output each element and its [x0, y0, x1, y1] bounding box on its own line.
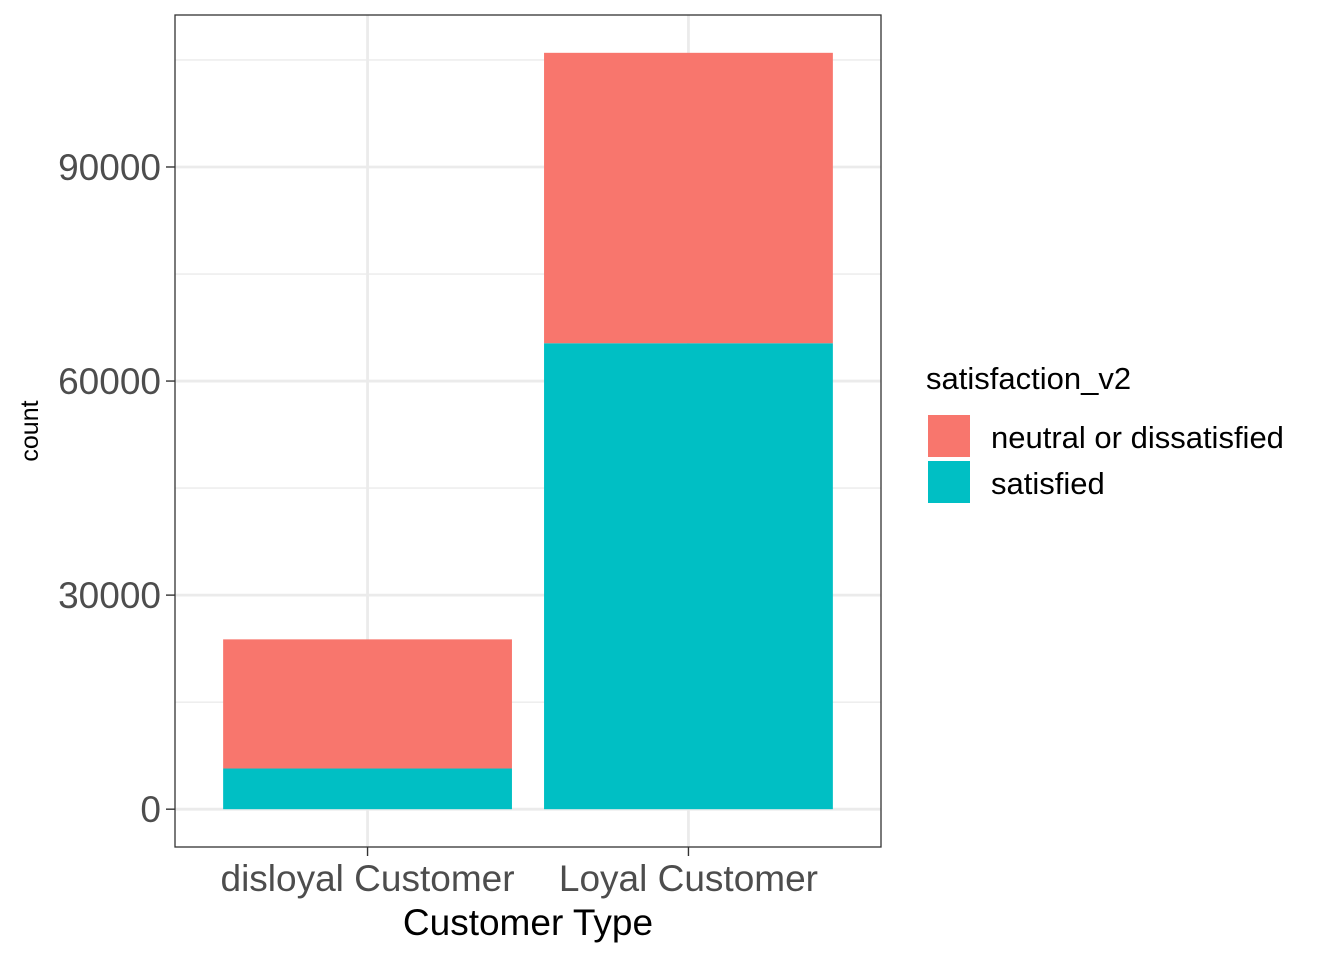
- bar-neutral-or-dissatisfied-2: [544, 52, 833, 344]
- legend-key-neutral-or-dissatisfied: [928, 415, 970, 457]
- y-tick-label: 30000: [58, 575, 161, 616]
- x-tick-label: disloyal Customer: [221, 858, 515, 899]
- x-tick-label: Loyal Customer: [559, 858, 818, 899]
- legend-label: satisfied: [991, 466, 1105, 501]
- legend-key-satisfied: [928, 461, 970, 503]
- x-axis-title: Customer Type: [403, 902, 653, 943]
- y-tick-label: 60000: [58, 361, 161, 402]
- bars: [223, 52, 833, 810]
- x-axis: disloyal Customer Loyal Customer: [221, 847, 818, 899]
- y-axis: 0 30000 60000 90000: [58, 147, 175, 830]
- bar-satisfied-2: [544, 343, 833, 810]
- y-tick-label: 90000: [58, 147, 161, 188]
- y-axis-title: count: [16, 400, 44, 461]
- legend-title: satisfaction_v2: [926, 361, 1131, 396]
- plot-panel-border: [174, 14, 882, 848]
- bar-neutral-or-dissatisfied-1: [223, 639, 512, 769]
- y-tick-label: 0: [140, 789, 161, 830]
- legend-label: neutral or dissatisfied: [991, 420, 1284, 455]
- legend: satisfaction_v2 neutral or dissatisfied s…: [926, 361, 1284, 503]
- bar-satisfied-1: [223, 768, 512, 810]
